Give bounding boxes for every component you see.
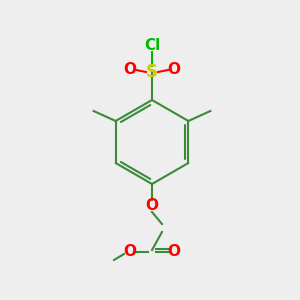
Text: O: O [124, 62, 136, 77]
Text: O: O [146, 199, 158, 214]
Text: O: O [167, 62, 181, 77]
Text: S: S [146, 63, 158, 81]
Text: Cl: Cl [144, 38, 160, 53]
Text: O: O [124, 244, 136, 260]
Text: O: O [167, 244, 181, 260]
